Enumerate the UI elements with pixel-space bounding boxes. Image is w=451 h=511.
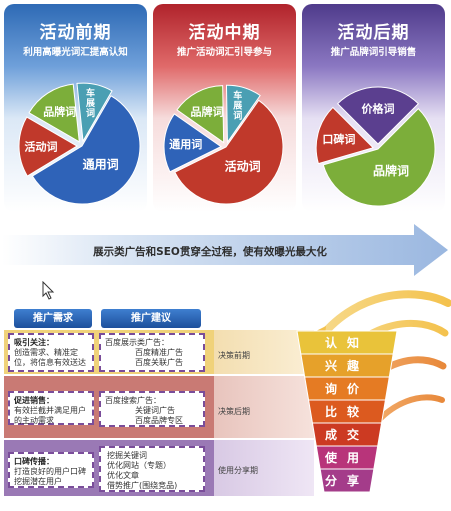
panel-late: 活动后期 推广品牌词引导销售 品牌词 口碑词 价格词 xyxy=(302,4,445,212)
advice-line: 百度品牌专区 xyxy=(135,416,183,425)
demand-box-sales: 促进销售： 有效拦截并满足用户的主动需求 xyxy=(8,391,94,425)
advice-line: 借势推广(围绕竞品) xyxy=(107,481,178,490)
panel-middle-subtitle: 推广活动词汇引导参与 xyxy=(176,47,272,58)
funnel-layer-label: 成交 xyxy=(325,427,369,442)
funnel-layer-label: 认知 xyxy=(325,335,369,350)
pie-slice-label: 品牌词 xyxy=(43,105,76,119)
advice-line: 百度搜索广告： xyxy=(105,396,161,405)
advice-box-search: 百度搜索广告： 关键词广告 百度品牌专区 xyxy=(99,391,205,427)
pie-slice xyxy=(336,86,420,145)
pie-slice-label: 车展词 xyxy=(86,87,95,119)
advice-line: 挖掘关键词 xyxy=(107,451,147,460)
pie-slice-label: 通用词 xyxy=(169,138,202,151)
tab-demand[interactable]: 推广需求 xyxy=(14,309,92,328)
advice-box-display: 百度展示类广告： 百度精准广告 百度关联广告 xyxy=(99,333,205,372)
funnel-layer-label: 询价 xyxy=(325,381,369,396)
demand-heading: 吸引关注： xyxy=(14,338,54,347)
pie-slice-label: 品牌词 xyxy=(191,104,224,118)
pie-slice xyxy=(76,82,113,143)
funnel-layer-label: 使用 xyxy=(324,450,369,465)
pie-chart-late: 品牌词 口碑词 价格词 xyxy=(315,86,436,207)
panel-late-subtitle: 推广品牌词引导销售 xyxy=(330,47,417,58)
tab-advice[interactable]: 推广建议 xyxy=(101,309,201,328)
mouse-cursor-icon xyxy=(42,281,55,300)
advice-line: 百度展示类广告： xyxy=(105,338,169,347)
advice-line: 优化网站（专题） xyxy=(107,461,171,470)
demand-body: 有效拦截并满足用户的主动需求 xyxy=(14,406,86,425)
stage-label-post: 决策后期 xyxy=(218,407,250,416)
pie-slice xyxy=(322,107,436,207)
pie-slice xyxy=(18,116,78,177)
panel-late-title: 活动后期 xyxy=(337,23,410,43)
panel-early-title: 活动前期 xyxy=(39,23,112,43)
pie-slice-label: 通用词 xyxy=(83,156,119,171)
pie-slice xyxy=(174,99,284,205)
arrow-caption: 展示类广告和SEO贯穿全过程，使有效曝光最大化 xyxy=(93,246,327,258)
panel-early-subtitle: 利用高曝光词汇提高认知 xyxy=(23,47,128,58)
panel-middle: 活动中期 推广活动词汇引导参与 活动词 通用词 品牌词 车展词 xyxy=(153,4,296,212)
pie-slice xyxy=(176,85,225,144)
demand-body: 创造需求、精准定位，将信息有效送达 xyxy=(14,348,86,367)
panel-early: 活动前期 利用高曝光词汇提高认知 通用词 活动词 品牌词 车展词 xyxy=(4,4,147,212)
demand-body: 打造良好的用户口碑挖掘潜在用户 xyxy=(14,467,86,486)
funnel-layer-label: 比较 xyxy=(325,404,369,419)
advice-line: 百度关联广告 xyxy=(135,358,183,367)
demand-heading: 促进销售： xyxy=(14,396,54,405)
demand-box-attention: 吸引关注： 创造需求、精准定位，将信息有效送达 xyxy=(8,333,94,372)
pie-slice xyxy=(31,95,141,205)
pie-slice-label: 品牌词 xyxy=(373,163,409,178)
timeline-arrow xyxy=(2,224,448,276)
stage-band-2 xyxy=(214,376,314,438)
pie-slice-label: 活动词 xyxy=(25,139,58,153)
pie-slice-label: 活动词 xyxy=(225,158,261,173)
stage-label-pre: 决策前期 xyxy=(218,351,250,360)
advice-line: 关键词广告 xyxy=(135,406,175,415)
pie-slice-label: 价格词 xyxy=(362,102,395,116)
panel-middle-title: 活动中期 xyxy=(188,23,261,43)
advice-box-seo: 挖掘关键词 优化网站（专题） 优化文章 借势推广(围绕竞品) xyxy=(99,446,205,492)
stage-band-3 xyxy=(214,440,314,496)
advice-line: 百度精准广告 xyxy=(135,348,183,357)
pie-slice xyxy=(163,113,222,173)
pie-slice xyxy=(225,84,261,144)
pie-chart-early: 通用词 活动词 品牌词 车展词 xyxy=(18,82,141,205)
demand-box-word-of-mouth: 口碑传播： 打造良好的用户口碑挖掘潜在用户 xyxy=(8,452,94,488)
advice-line: 优化文章 xyxy=(107,471,139,480)
funnel-layer-label: 分享 xyxy=(325,473,369,488)
pie-slice-label: 车展词 xyxy=(233,89,242,121)
pie-slice xyxy=(28,83,80,143)
stage-label-share: 使用分享期 xyxy=(218,466,258,475)
demand-heading: 口碑传播： xyxy=(14,457,54,466)
pie-slice xyxy=(315,106,375,165)
pie-slice-label: 口碑词 xyxy=(322,132,355,146)
stage-band-1 xyxy=(214,330,314,374)
funnel-layer xyxy=(319,468,375,493)
funnel-layer-label: 兴趣 xyxy=(325,358,369,373)
